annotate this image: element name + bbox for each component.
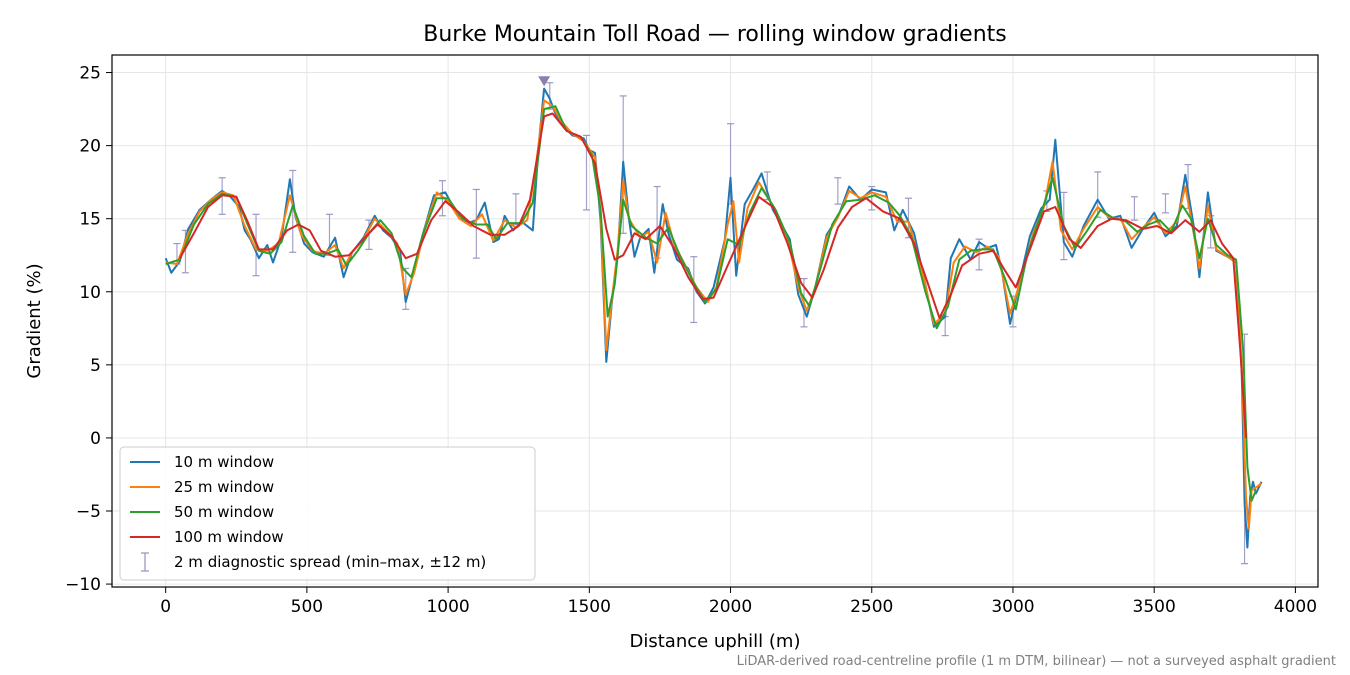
legend-label: 2 m diagnostic spread (min–max, ±12 m): [174, 553, 486, 571]
legend: 10 m window 25 m window 50 m window 100 m w…: [119, 446, 536, 581]
legend-box: [119, 446, 536, 581]
y-tick-label: −5: [76, 502, 101, 522]
y-tick-label: 15: [79, 210, 101, 230]
x-tick-label: 4000: [1274, 597, 1317, 617]
y-axis-ticks: −10 −5 0 5 10 15 20 25: [65, 64, 112, 595]
plot-frame: [111, 54, 1319, 588]
y-tick-label: 5: [90, 356, 101, 376]
x-tick-label: 3000: [991, 597, 1034, 617]
x-tick-label: 0: [160, 597, 171, 617]
legend-label: 100 m window: [174, 528, 284, 546]
y-tick-label: 25: [79, 64, 101, 84]
legend-label: 50 m window: [174, 503, 274, 521]
x-tick-label: 500: [291, 597, 323, 617]
x-tick-label: 2000: [709, 597, 752, 617]
x-tick-label: 1500: [568, 597, 611, 617]
y-axis-label: Gradient (%): [24, 263, 45, 378]
legend-label: 25 m window: [174, 478, 274, 496]
x-tick-label: 2500: [850, 597, 893, 617]
max-gradient-marker-group: [538, 76, 551, 87]
x-tick-label: 3500: [1133, 597, 1176, 617]
series-line-4: [178, 112, 1247, 438]
max-gradient-marker: [538, 76, 551, 87]
spread-bar: [289, 169, 297, 253]
series-line-3: [165, 105, 1257, 502]
spread-bar: [1130, 196, 1138, 221]
y-tick-label: 0: [90, 429, 101, 449]
series-lines: [164, 87, 1263, 549]
y-tick-label: 10: [79, 283, 101, 303]
x-tick-label: 1000: [426, 597, 469, 617]
spread-bar: [1161, 193, 1169, 214]
spread-bar: [690, 256, 698, 324]
y-tick-label: 20: [79, 137, 101, 157]
x-axis-label: Distance uphill (m): [630, 631, 801, 652]
footnote: LiDAR-derived road-centreline profile (1…: [737, 654, 1336, 669]
y-tick-label: −10: [65, 575, 101, 595]
legend-label: 10 m window: [174, 453, 274, 471]
chart-title: Burke Mountain Toll Road — rolling windo…: [423, 22, 1006, 47]
x-axis-ticks: 0 500 1000 1500 2000 2500 3000 3500 4000: [160, 587, 1317, 617]
spread-bar: [834, 177, 842, 205]
